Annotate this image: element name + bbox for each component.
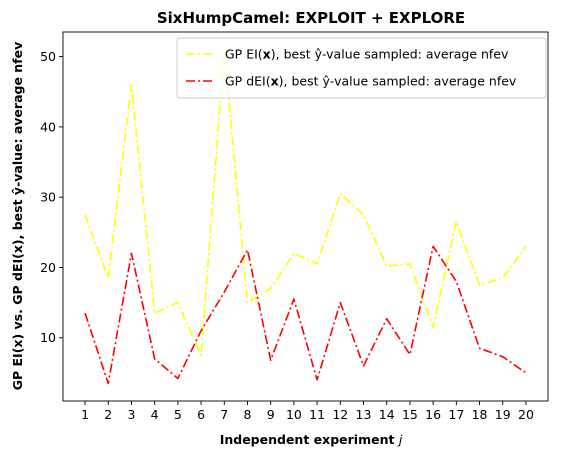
y-tick-label: 20	[40, 260, 56, 275]
x-tick-label: 20	[518, 407, 534, 422]
x-tick-label: 11	[309, 407, 325, 422]
x-tick-label: 17	[448, 407, 464, 422]
x-tick-label: 18	[472, 407, 488, 422]
x-tick-label: 5	[174, 407, 182, 422]
x-tick-label: 6	[197, 407, 205, 422]
legend-label-bold: x	[271, 74, 279, 89]
y-axis-label: GP EI(x) vs. GP dEI(x), best ŷ-value: av…	[10, 42, 25, 391]
legend-label-1: GP EI(x), best ŷ-value sampled: average …	[225, 47, 509, 62]
legend-label-prefix: GP EI(	[225, 47, 263, 62]
x-tick-label: 15	[402, 407, 418, 422]
legend-label-prefix: GP dEI(	[225, 74, 271, 89]
legend-label-bold: x	[263, 47, 271, 62]
x-axis-label: Independent experiment j	[220, 432, 403, 447]
x-tick-label: 3	[127, 407, 135, 422]
legend-label-2: GP dEI(x), best ŷ-value sampled: average…	[225, 74, 517, 89]
y-tick-label: 10	[40, 330, 56, 345]
y-tick-label: 40	[40, 119, 56, 134]
x-tick-label: 13	[356, 407, 372, 422]
x-tick-label: 4	[151, 407, 159, 422]
y-tick-label: 50	[40, 49, 56, 64]
x-tick-label: 7	[220, 407, 228, 422]
legend: GP EI(x), best ŷ-value sampled: average …	[177, 38, 546, 98]
y-tick-label: 30	[40, 190, 56, 205]
legend-label-suffix: ), best ŷ-value sampled: average nfev	[279, 74, 517, 89]
x-tick-label: 16	[425, 407, 441, 422]
legend-label-suffix: ), best ŷ-value sampled: average nfev	[271, 47, 509, 62]
x-tick-label: 19	[495, 407, 511, 422]
x-tick-label: 1	[81, 407, 89, 422]
x-tick-label: 8	[244, 407, 252, 422]
x-tick-label: 9	[267, 407, 275, 422]
x-tick-label: 14	[379, 407, 395, 422]
x-tick-label: 12	[332, 407, 348, 422]
x-axis-label-main: Independent experiment	[220, 432, 399, 447]
chart-title: SixHumpCamel: EXPLOIT + EXPLORE	[157, 9, 465, 27]
x-tick-label: 2	[104, 407, 112, 422]
x-tick-label: 10	[286, 407, 302, 422]
